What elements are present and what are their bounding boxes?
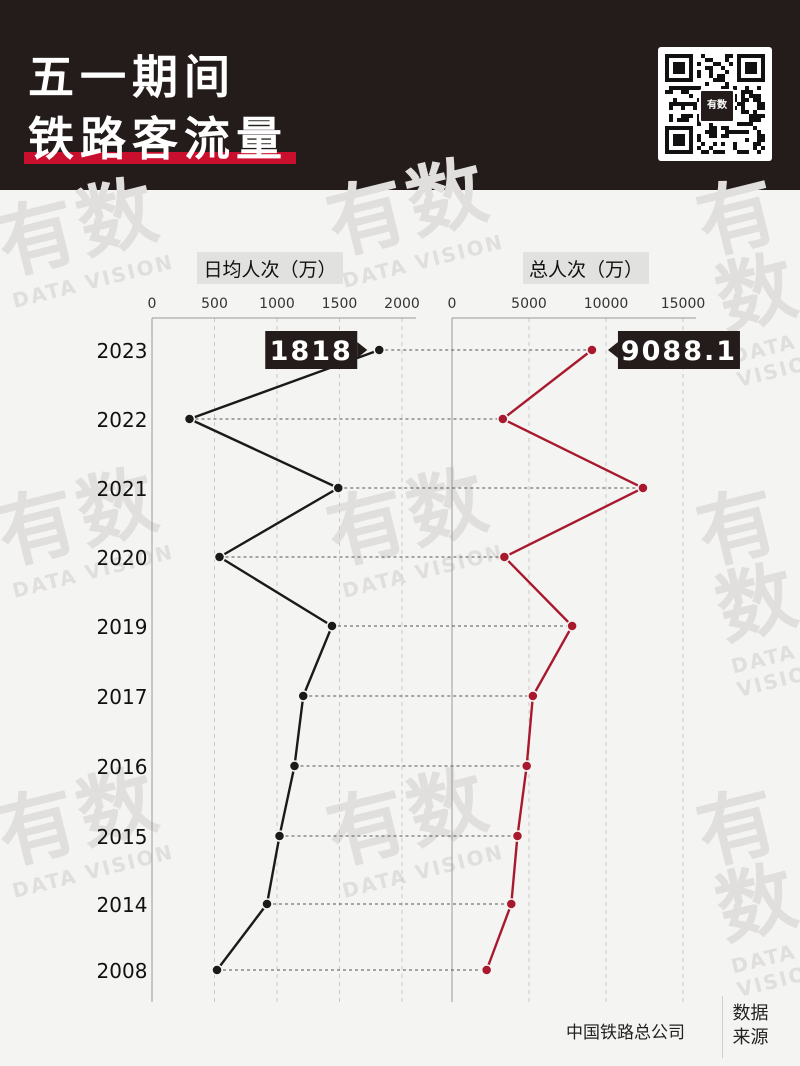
category-label-2017: 2017 <box>97 685 148 709</box>
data-point-0-2016 <box>288 760 301 772</box>
tick-label-0-0: 0 <box>148 296 157 312</box>
data-point-0-2020 <box>213 551 226 563</box>
data-point-1-2016 <box>520 760 533 772</box>
data-point-1-2015 <box>511 830 524 842</box>
title-line-1: 五一期间 <box>28 50 236 104</box>
qr-badge: 有数 <box>699 89 735 123</box>
data-point-1-2019 <box>566 620 578 632</box>
header: 五一期间 铁路客流量 有数 <box>0 0 800 190</box>
data-point-0-2008 <box>211 964 223 976</box>
highlight-label-bg-1 <box>617 331 740 369</box>
category-label-2016: 2016 <box>97 755 148 779</box>
series-line-0 <box>188 348 380 971</box>
panel-title-1: 总人次（万） <box>529 259 643 281</box>
category-label-2014: 2014 <box>97 893 148 917</box>
data-point-0-2014 <box>261 898 273 910</box>
data-point-1-2017 <box>527 690 539 702</box>
category-label-2008: 2008 <box>97 959 148 983</box>
data-point-1-2022 <box>497 413 509 425</box>
tick-label-1-1: 5000 <box>511 296 547 312</box>
category-label-2020: 2020 <box>97 546 148 570</box>
category-label-2019: 2019 <box>97 615 148 639</box>
data-source-label-line2: 来源 <box>732 1027 769 1048</box>
data-point-0-2015 <box>273 830 286 842</box>
category-label-2022: 2022 <box>97 408 148 432</box>
data-point-0-2021 <box>332 482 344 494</box>
highlight-label-arrow-1 <box>607 342 618 358</box>
tick-label-1-2: 10000 <box>584 296 629 312</box>
highlight-label-1: 9088.1 <box>621 336 737 367</box>
category-label-2015: 2015 <box>97 825 148 849</box>
tick-label-1-3: 15000 <box>661 296 706 312</box>
tick-label-0-1: 500 <box>201 296 228 312</box>
data-point-1-2014 <box>505 898 518 910</box>
data-point-0-2023 <box>373 344 385 356</box>
data-source-label: 数据 来源 <box>722 996 778 1058</box>
qr-code: 有数 <box>658 47 772 161</box>
data-point-1-2020 <box>498 551 511 563</box>
data-point-1-2023 <box>586 344 598 356</box>
tick-label-0-2: 1000 <box>259 296 295 312</box>
title-underline <box>24 152 296 164</box>
data-point-0-2017 <box>297 690 309 702</box>
data-source: 中国铁路总公司 <box>566 1023 685 1043</box>
panel-title-bg-1 <box>523 252 649 284</box>
tick-label-0-4: 2000 <box>384 296 420 312</box>
data-point-1-2021 <box>637 482 649 494</box>
highlight-label-0: 1818 <box>270 336 353 367</box>
data-source-label-line1: 数据 <box>732 1003 769 1024</box>
series-line-1 <box>485 349 645 971</box>
tick-label-0-3: 1500 <box>322 296 358 312</box>
category-label-2021: 2021 <box>97 477 148 501</box>
data-point-0-2022 <box>183 413 196 425</box>
tick-label-1-0: 0 <box>448 296 457 312</box>
highlight-label-bg-0 <box>265 331 358 369</box>
highlight-label-arrow-0 <box>357 342 368 358</box>
title-line-2: 铁路客流量 <box>28 112 288 166</box>
data-point-1-2008 <box>480 964 493 976</box>
category-label-2023: 2023 <box>97 339 148 363</box>
panel-title-bg-0 <box>197 252 343 284</box>
data-point-0-2019 <box>326 620 338 632</box>
panel-title-0: 日均人次（万） <box>203 259 336 281</box>
